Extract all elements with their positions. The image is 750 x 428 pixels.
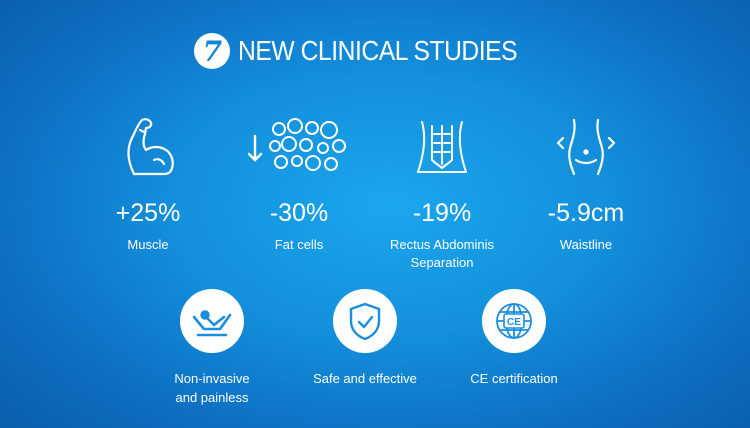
feature-label: Non-invasive and painless — [137, 369, 287, 407]
feature-label: Safe and effective — [313, 371, 417, 386]
feature-non-invasive: Non-invasive and painless — [137, 289, 287, 405]
stat-value: +25% — [115, 199, 181, 227]
feature-icon-circle — [333, 289, 397, 353]
waistline-icon — [556, 118, 616, 176]
stat-value: -19% — [412, 199, 472, 227]
page-title: NEW CLINICAL STUDIES — [238, 35, 518, 66]
header: 7 NEW CLINICAL STUDIES — [0, 30, 750, 72]
feature-label-line-1: Non-invasive — [174, 371, 250, 386]
stat-muscle: +25% Muscle — [73, 116, 223, 252]
stat-label: Muscle — [127, 237, 169, 252]
stat-rectus-abdominis: -19% Rectus Abdominis Separation — [367, 116, 517, 270]
ce-mark-text: CE — [507, 317, 521, 328]
feature-label-line-2: and painless — [175, 390, 249, 405]
stat-label-line-1: Rectus Abdominis — [389, 237, 495, 252]
stat-fat-cells: -30% Fat cells — [224, 116, 374, 252]
feature-safe-effective: Safe and effective — [290, 289, 440, 386]
feature-icon-circle: CE — [482, 289, 546, 353]
feature-label: CE certification — [470, 371, 558, 386]
muscle-arm-icon — [127, 118, 174, 176]
feature-icon-circle — [180, 289, 244, 353]
reclining-person-icon — [192, 310, 232, 337]
stat-label-line-2: Separation — [410, 255, 474, 270]
stat-label: Fat cells — [274, 237, 324, 252]
ce-globe-icon: CE — [496, 303, 532, 339]
shield-check-icon — [349, 302, 381, 341]
abdominal-muscles-icon — [417, 121, 467, 173]
fat-cells-icon — [247, 118, 346, 171]
stat-label: Waistline — [559, 237, 613, 252]
stat-label: Rectus Abdominis Separation — [367, 236, 517, 272]
feature-ce-certification: CE CE certification — [439, 289, 589, 386]
number-badge: 7 — [194, 33, 231, 69]
stat-waistline: -5.9cm Waistline — [511, 116, 661, 252]
stat-value: -30% — [269, 199, 329, 227]
stat-value: -5.9cm — [547, 199, 625, 227]
